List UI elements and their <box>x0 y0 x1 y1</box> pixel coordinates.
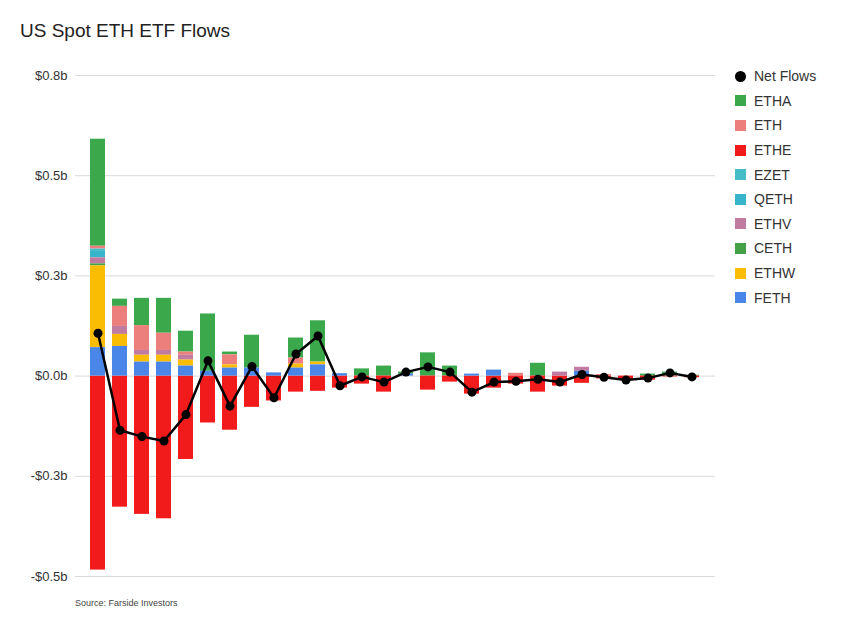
svg-text:-$0.3b: -$0.3b <box>31 468 68 483</box>
svg-text:$0.5b: $0.5b <box>35 168 68 183</box>
html-text:Source: Farside Investors: Source: Farside Investors <box>75 598 178 608</box>
svg-text:-$0.5b: -$0.5b <box>31 569 68 584</box>
html-text:ETH: ETH <box>754 117 782 134</box>
html-text:ETHA: ETHA <box>754 92 792 109</box>
html-text:US Spot ETH ETF Flows: US Spot ETH ETF Flows <box>20 20 231 41</box>
html-text:Net Flows: Net Flows <box>754 68 817 85</box>
html-text:EZET: EZET <box>754 166 790 183</box>
html-text:CETH: CETH <box>754 240 793 257</box>
svg-text:$0.0b: $0.0b <box>35 368 68 383</box>
html-text:ETHV: ETHV <box>754 215 792 232</box>
html-text:QETH: QETH <box>754 191 793 208</box>
svg-text:$0.3b: $0.3b <box>35 268 68 283</box>
html-text:ETHW: ETHW <box>754 265 796 281</box>
svg-text:$0.8b: $0.8b <box>35 68 68 83</box>
html-text:ETHE: ETHE <box>754 142 792 159</box>
html-text:FETH: FETH <box>754 289 791 306</box>
